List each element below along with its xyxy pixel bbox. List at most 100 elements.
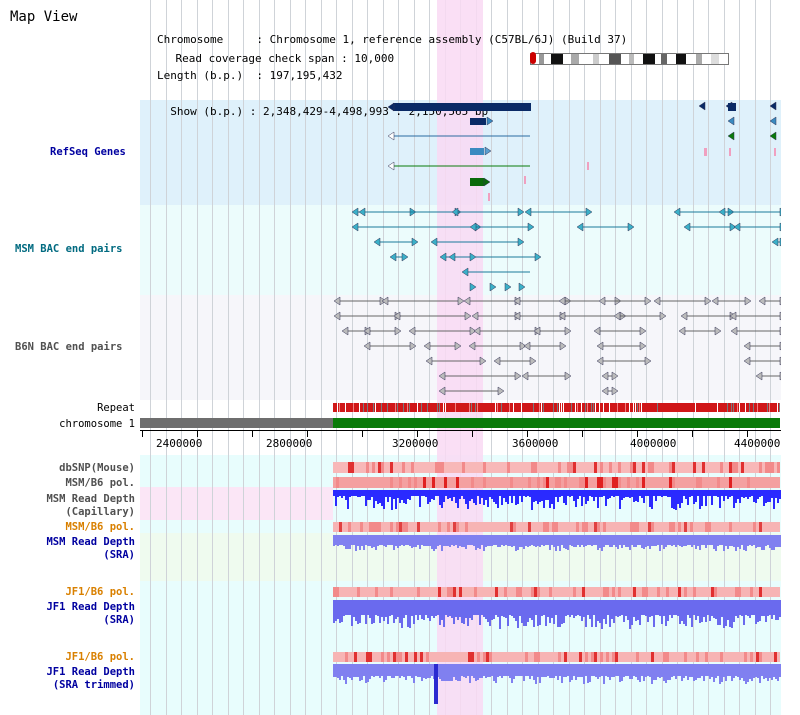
msm-b6-pol-strip	[690, 477, 693, 488]
jf1-trimmed-depth	[441, 664, 443, 681]
msm-b6-pol-strip	[558, 522, 561, 532]
msm-sra-depth	[413, 535, 415, 547]
dbsnp-label[interactable]: dbSNP(Mouse)	[59, 462, 135, 474]
msm-depth-capillary-label-1[interactable]: MSM Read Depth	[46, 493, 135, 505]
msm-sra-depth	[465, 535, 467, 549]
jf1-b6-pol-strip	[687, 652, 690, 662]
jf1-b6-pol-strip	[522, 587, 525, 597]
msm-b6-pol-strip	[462, 477, 465, 488]
msm-sra-depth	[675, 535, 677, 547]
msm-b6-pol-strip	[468, 477, 471, 488]
msm-capillary-depth	[751, 490, 753, 496]
jf1-trimmed-depth	[605, 664, 607, 676]
jf1-sra-depth	[513, 600, 515, 618]
jf1-b6-pol-strip	[384, 652, 387, 662]
msm-sra-depth	[649, 535, 651, 549]
msm-capillary-depth	[701, 490, 703, 506]
msm-capillary-depth	[373, 490, 375, 508]
jf1-trimmed-depth	[733, 664, 735, 678]
repeat-segment	[585, 403, 586, 412]
jf1-trimmed-depth	[503, 664, 505, 676]
msm-sra-depth	[703, 535, 705, 545]
jf1-trimmed-depth	[453, 664, 455, 677]
msm-sra-depth	[419, 535, 421, 549]
msm-capillary-depth	[365, 490, 367, 506]
jf1-b6-pol-strip	[519, 587, 522, 597]
msm-capillary-depth	[727, 490, 729, 499]
dbsnp-strip	[708, 462, 711, 473]
jf1-trimmed-depth	[567, 664, 569, 676]
jf1-depth-sra-label-1[interactable]: JF1 Read Depth	[46, 601, 135, 613]
jf1-sra-depth	[581, 600, 583, 621]
jf1-b6-pol-label-2[interactable]: JF1/B6 pol.	[65, 651, 135, 663]
repeat-segment	[543, 403, 544, 412]
msm-b6-pol-strip	[351, 477, 354, 488]
msm-sra-depth	[661, 535, 663, 545]
jf1-trimmed-depth	[633, 664, 635, 676]
refseq-gene-arrow	[698, 101, 706, 111]
jf1-b6-pol-strip	[678, 587, 681, 597]
repeat-segment	[381, 403, 382, 412]
b6n-bac-end	[558, 311, 566, 321]
jf1-b6-pol-strip	[390, 652, 393, 662]
msm-capillary-depth	[397, 490, 399, 498]
jf1-b6-pol-strip	[762, 587, 765, 597]
jf1-trimmed-depth	[363, 664, 365, 676]
repeat-segment	[581, 403, 582, 412]
msm-b6-pol-label-1[interactable]: MSM/B6 pol.	[65, 477, 135, 489]
dbsnp-strip	[555, 462, 558, 473]
dbsnp-strip	[588, 462, 591, 473]
refseq-genes-label[interactable]: RefSeq Genes	[50, 146, 126, 158]
dbsnp-strip	[546, 462, 549, 473]
jf1-b6-pol-label-1[interactable]: JF1/B6 pol.	[65, 586, 135, 598]
jf1-trimmed-depth	[509, 664, 511, 678]
jf1-trimmed-depth	[333, 664, 335, 677]
msm-sra-depth	[739, 535, 741, 549]
chromosome-ideogram[interactable]	[530, 52, 729, 65]
dbsnp-strip	[342, 462, 345, 473]
chromosome-bar-green[interactable]	[333, 418, 780, 428]
jf1-trimmed-depth	[403, 664, 405, 677]
msm-capillary-depth	[415, 490, 417, 496]
jf1-sra-depth	[519, 600, 521, 616]
b6n-bac-end	[613, 311, 621, 321]
msm-capillary-depth	[385, 490, 387, 497]
dbsnp-strip	[405, 462, 408, 473]
jf1-sra-depth	[629, 600, 631, 629]
msm-bac-label[interactable]: MSM BAC end pairs	[15, 243, 123, 255]
jf1-sra-depth	[611, 600, 613, 619]
jf1-trimmed-depth	[661, 664, 663, 677]
b6n-bac-label[interactable]: B6N BAC end pairs	[15, 341, 123, 353]
msm-capillary-depth	[627, 490, 629, 497]
jf1-trimmed-depth	[765, 664, 767, 678]
repeat-label[interactable]: Repeat	[97, 402, 135, 414]
dbsnp-strip	[711, 462, 714, 473]
msm-b6-pol-strip	[570, 522, 573, 532]
jf1-depth-trimmed-label-1[interactable]: JF1 Read Depth	[46, 666, 135, 678]
jf1-sra-depth	[643, 600, 645, 615]
msm-capillary-depth	[519, 490, 521, 496]
jf1-b6-pol-strip	[696, 587, 699, 597]
jf1-b6-pol-strip	[606, 652, 609, 662]
repeat-segment	[367, 403, 368, 412]
msm-depth-sra-label-1[interactable]: MSM Read Depth	[46, 536, 135, 548]
jf1-sra-depth	[771, 600, 773, 619]
msm-b6-pol-strip	[627, 477, 630, 488]
repeat-track[interactable]	[333, 403, 780, 412]
refseq-gene	[524, 176, 526, 184]
msm-b6-pol-strip	[396, 522, 399, 532]
jf1-b6-pol-strip	[693, 587, 696, 597]
msm-b6-pol-label-2[interactable]: MSM/B6 pol.	[65, 521, 135, 533]
chromosome-track-label[interactable]: chromosome 1	[59, 418, 135, 430]
msm-capillary-depth	[395, 490, 397, 509]
msm-sra-depth	[757, 535, 759, 547]
jf1-trimmed-depth	[445, 664, 447, 681]
jf1-b6-pol-strip	[681, 652, 684, 662]
jf1-b6-pol-strip	[705, 652, 708, 662]
b6n-bac-end	[743, 356, 751, 366]
grid-line	[615, 0, 616, 715]
msm-b6-pol-strip	[471, 477, 474, 488]
msm-bac-end	[401, 252, 409, 262]
jf1-trimmed-depth	[383, 664, 385, 682]
